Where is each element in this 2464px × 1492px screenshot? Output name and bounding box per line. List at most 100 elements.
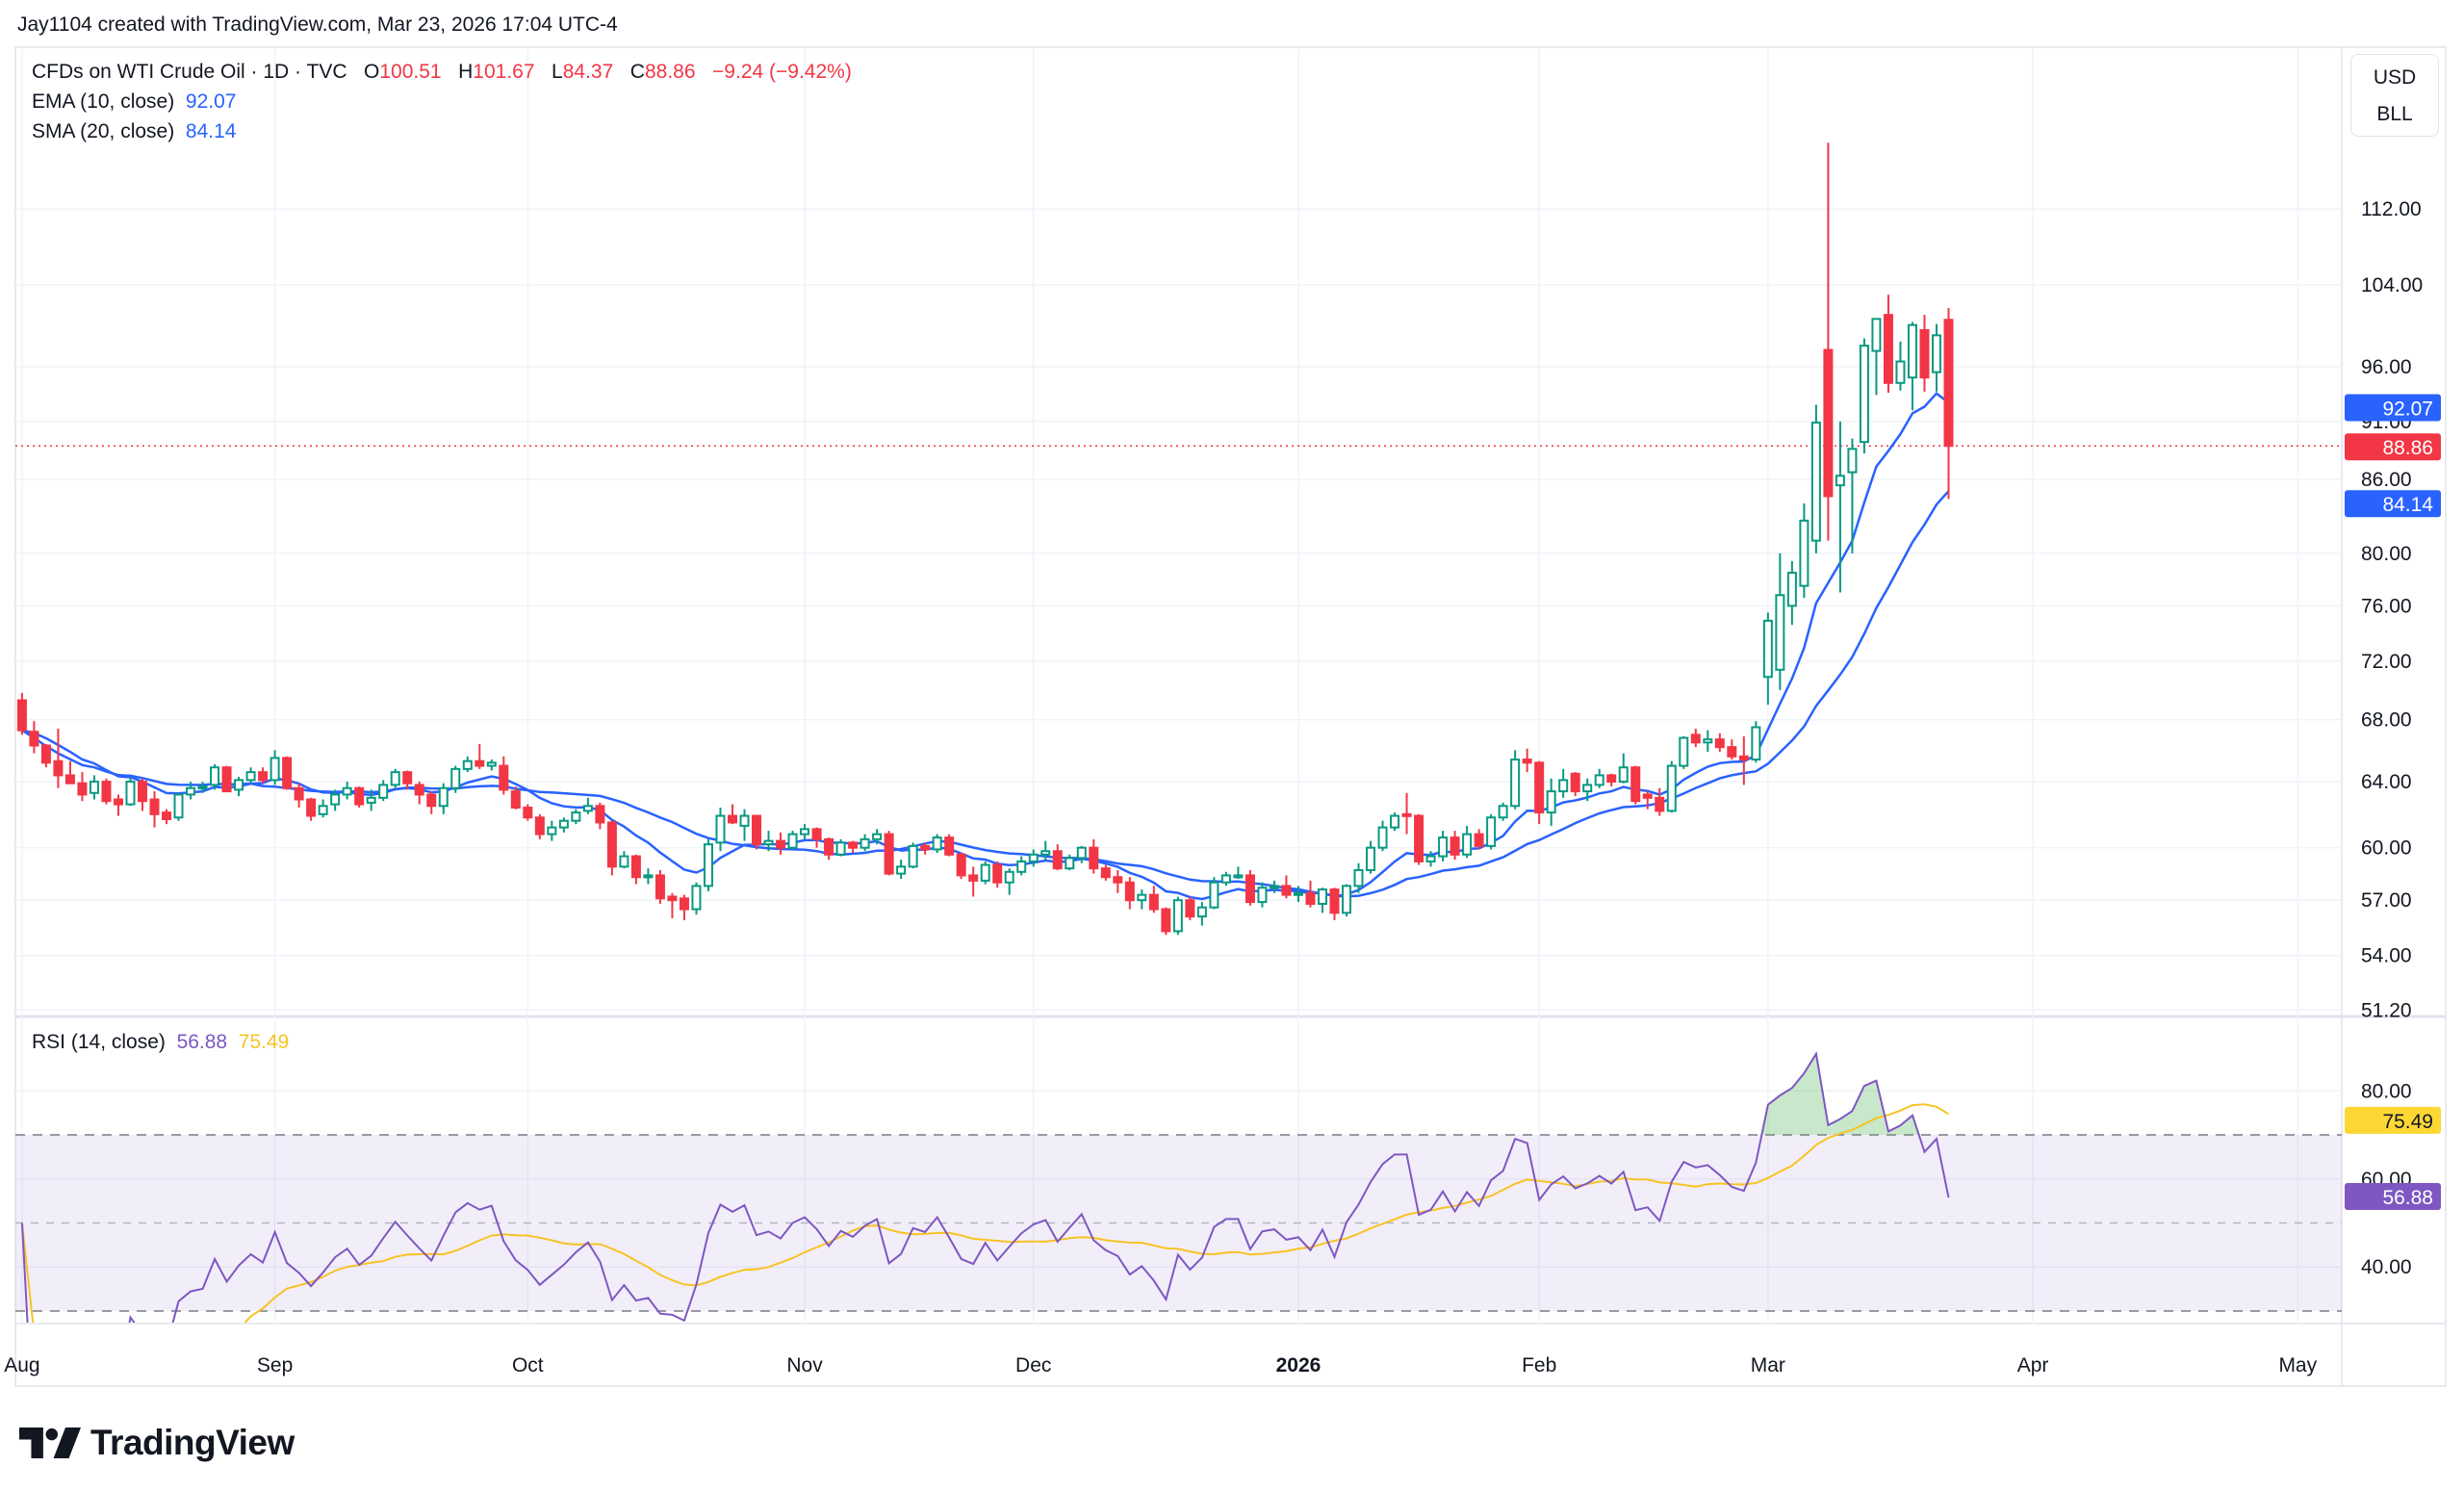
sma-value: 84.14 xyxy=(185,120,237,142)
candle-body xyxy=(1727,746,1737,758)
candle-body xyxy=(523,806,533,819)
candle xyxy=(1450,831,1460,861)
time-axis-label: Dec xyxy=(1015,1354,1051,1376)
candle-body xyxy=(173,793,184,819)
candle-body xyxy=(1161,908,1171,933)
candle xyxy=(149,791,160,828)
candle-body xyxy=(715,814,726,844)
candle xyxy=(1124,877,1135,910)
candle xyxy=(1438,831,1449,862)
price-axis-label: 60.00 xyxy=(2361,837,2412,860)
candle xyxy=(1462,825,1473,859)
candle xyxy=(703,838,713,891)
candle-body xyxy=(1618,766,1629,784)
candle xyxy=(1486,813,1497,850)
candle xyxy=(173,792,184,821)
candle xyxy=(378,780,389,802)
candle-body xyxy=(1425,855,1436,862)
candle xyxy=(16,692,27,735)
candle xyxy=(920,842,931,855)
candle-body xyxy=(1895,360,1906,384)
candle-body xyxy=(149,798,160,815)
candle xyxy=(1076,845,1087,863)
candle-body xyxy=(800,828,810,836)
chart-attribution: Jay1104 created with TradingView.com, Ma… xyxy=(17,13,618,36)
candle-body xyxy=(908,844,918,868)
candle-body xyxy=(1172,899,1183,933)
candle xyxy=(1642,791,1653,810)
candle-body xyxy=(980,863,990,882)
candle xyxy=(1703,730,1713,752)
tradingview-logo-text: TradingView xyxy=(90,1423,295,1462)
candle-body xyxy=(1040,850,1051,856)
candle-body xyxy=(1052,850,1063,870)
sma-legend[interactable]: SMA (20, close) 84.14 xyxy=(32,120,236,143)
rsi-line xyxy=(20,1051,1950,1323)
candle-body xyxy=(258,771,269,782)
candle-body xyxy=(1823,348,1834,498)
candle xyxy=(1257,882,1268,908)
candle-body xyxy=(1847,448,1858,474)
candle xyxy=(1799,503,1810,599)
candle xyxy=(138,778,147,811)
tradingview-logo[interactable]: TradingView xyxy=(19,1423,295,1463)
rsi-legend[interactable]: RSI (14, close) 56.88 75.49 xyxy=(32,1031,289,1054)
candle xyxy=(896,860,907,880)
candle-body xyxy=(221,766,232,793)
high-label: H xyxy=(458,61,474,83)
candle xyxy=(1630,765,1641,805)
candle-body xyxy=(752,814,762,846)
candle xyxy=(1835,421,1845,593)
candle xyxy=(1907,322,1917,411)
candle-body xyxy=(872,833,883,840)
rsi-band xyxy=(15,1134,2342,1312)
candle xyxy=(450,765,461,793)
price-pane[interactable] xyxy=(15,142,2342,936)
candle xyxy=(1329,887,1340,920)
candle xyxy=(245,767,256,784)
price-axis-label: 54.00 xyxy=(2361,945,2412,967)
candle-body xyxy=(1931,334,1941,373)
price-axis-label: 51.20 xyxy=(2361,999,2412,1021)
candle xyxy=(1028,849,1039,867)
candle xyxy=(282,756,293,790)
candle-body xyxy=(763,839,774,846)
candle-body xyxy=(1690,733,1701,744)
time-axis[interactable]: Aug Sep Oct Nov Dec 2026 Feb Mar Apr May xyxy=(4,1354,2317,1376)
candle xyxy=(679,894,689,920)
currency-unit-button[interactable]: USD BLL xyxy=(2350,54,2439,137)
symbol-legend[interactable]: CFDs on WTI Crude Oil · 1D · TVC O100.51… xyxy=(32,61,852,84)
sma-line xyxy=(21,490,1950,898)
candle-body xyxy=(956,853,966,877)
chart-frame xyxy=(14,46,2447,1387)
sma-price-label-box xyxy=(2345,490,2441,518)
candle xyxy=(366,789,376,811)
candle-body xyxy=(197,785,208,790)
candle xyxy=(462,756,473,773)
ema-legend[interactable]: EMA (10, close) 92.07 xyxy=(32,90,236,114)
price-axis[interactable]: 112.00104.0096.0091.0086.0080.0076.0072.… xyxy=(2361,198,2423,1021)
candle xyxy=(1065,854,1075,870)
low-value: 84.37 xyxy=(562,61,614,83)
candle xyxy=(787,831,798,850)
candle xyxy=(1618,753,1629,784)
candle-body xyxy=(968,874,979,882)
candle-body xyxy=(40,744,51,764)
candle-body xyxy=(606,821,617,868)
candle xyxy=(197,782,208,793)
candle-body xyxy=(1666,764,1677,812)
candle-body xyxy=(992,863,1003,884)
candle xyxy=(1510,750,1521,810)
candle xyxy=(1943,308,1954,500)
rsi-pane[interactable] xyxy=(20,1051,1950,1443)
candle xyxy=(1666,760,1677,813)
rsi-overbought-fill xyxy=(1761,1053,1919,1135)
ema-value: 92.07 xyxy=(185,90,237,113)
time-axis-label: Oct xyxy=(512,1354,544,1376)
candle xyxy=(1052,844,1063,870)
candle xyxy=(77,772,88,802)
candle xyxy=(1281,875,1292,899)
candle xyxy=(438,783,449,814)
candle xyxy=(64,760,75,785)
